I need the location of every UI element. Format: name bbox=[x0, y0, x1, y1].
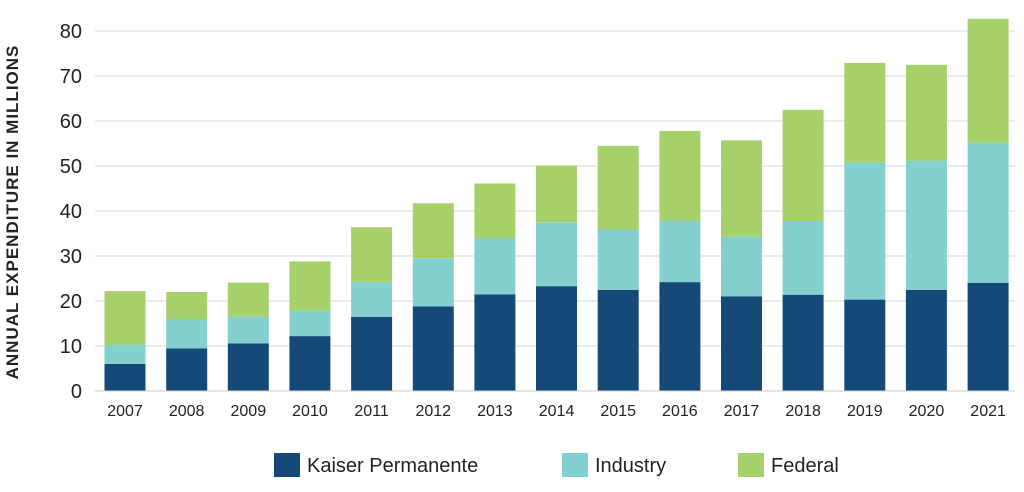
x-tick-label: 2018 bbox=[785, 403, 821, 420]
bar-segment-industry-2009 bbox=[227, 316, 269, 344]
bar-segment-kaiser-permanente-2012 bbox=[412, 306, 454, 391]
bar-segment-kaiser-permanente-2017 bbox=[721, 296, 762, 391]
bar-segment-industry-2008 bbox=[166, 319, 208, 349]
y-tick-label: 70 bbox=[60, 66, 82, 88]
bar-segment-industry-2017 bbox=[721, 236, 762, 297]
legend-swatch bbox=[738, 453, 764, 477]
x-tick-label: 2014 bbox=[539, 403, 575, 420]
x-tick-label: 2008 bbox=[169, 403, 205, 420]
bar-segment-industry-2007 bbox=[104, 344, 146, 364]
y-tick-label: 80 bbox=[60, 21, 82, 43]
y-tick-label: 60 bbox=[60, 111, 82, 133]
y-tick-label: 50 bbox=[60, 156, 82, 178]
bar-segment-federal-2009 bbox=[227, 282, 269, 317]
x-tick-label: 2021 bbox=[970, 403, 1006, 420]
x-tick-label: 2020 bbox=[909, 403, 945, 420]
bar-segment-kaiser-permanente-2019 bbox=[844, 299, 886, 391]
bar-segment-kaiser-permanente-2016 bbox=[659, 282, 701, 391]
bar-segment-industry-2011 bbox=[351, 282, 393, 317]
x-tick-label: 2007 bbox=[107, 403, 143, 420]
bar-segment-kaiser-permanente-2008 bbox=[166, 348, 208, 392]
bar-segment-industry-2020 bbox=[905, 160, 947, 290]
bar-segment-federal-2007 bbox=[104, 291, 146, 345]
bar-segment-industry-2014 bbox=[536, 222, 577, 287]
y-tick-label: 10 bbox=[60, 336, 82, 358]
x-axis-ticks: 2007 2008 2009 2010 2011 2012 2013 2014 2015 2016… bbox=[107, 403, 1006, 420]
bar-segment-kaiser-permanente-2013 bbox=[474, 294, 516, 392]
x-tick-label: 2013 bbox=[477, 403, 513, 420]
x-tick-label: 2011 bbox=[354, 403, 389, 420]
bar-segment-kaiser-permanente-2007 bbox=[104, 364, 146, 391]
y-axis-ticks: 0 10 20 30 40 50 60 70 80 bbox=[60, 21, 82, 403]
bar-segment-kaiser-permanente-2014 bbox=[536, 286, 577, 391]
legend: Kaiser Permanente Industry Federal bbox=[274, 453, 839, 477]
x-tick-label: 2019 bbox=[847, 403, 883, 420]
bar-segment-kaiser-permanente-2009 bbox=[227, 343, 269, 391]
bar-segment-kaiser-permanente-2021 bbox=[967, 283, 1009, 391]
bar-segment-federal-2019 bbox=[844, 62, 886, 163]
bar-segment-federal-2018 bbox=[782, 109, 824, 221]
bar-segment-industry-2016 bbox=[659, 220, 701, 283]
bar-segment-federal-2012 bbox=[412, 203, 454, 259]
bar-segment-kaiser-permanente-2015 bbox=[597, 289, 639, 392]
bar-segment-federal-2014 bbox=[536, 165, 577, 223]
legend-item-industry: Industry bbox=[562, 453, 666, 477]
x-tick-label: 2012 bbox=[415, 403, 451, 420]
bar-segment-industry-2015 bbox=[597, 229, 639, 290]
bar-segment-kaiser-permanente-2010 bbox=[289, 336, 331, 391]
bar-segment-kaiser-permanente-2011 bbox=[351, 316, 393, 392]
bar-segment-industry-2021 bbox=[967, 142, 1009, 283]
bar-segment-federal-2015 bbox=[597, 145, 639, 230]
bar-segment-industry-2018 bbox=[782, 220, 824, 295]
bar-segment-federal-2013 bbox=[474, 183, 516, 238]
bar-segment-kaiser-permanente-2018 bbox=[782, 294, 824, 391]
y-tick-label: 0 bbox=[71, 381, 82, 403]
y-tick-label: 20 bbox=[60, 291, 82, 313]
x-tick-label: 2016 bbox=[662, 403, 698, 420]
bar-segment-federal-2010 bbox=[289, 261, 331, 311]
bar-segment-industry-2019 bbox=[844, 162, 886, 300]
bar-segment-industry-2010 bbox=[289, 310, 331, 337]
bar-segment-federal-2017 bbox=[721, 140, 762, 237]
bar-segment-industry-2012 bbox=[412, 258, 454, 307]
legend-label: Federal bbox=[771, 455, 839, 477]
x-tick-label: 2015 bbox=[600, 403, 636, 420]
bars bbox=[104, 18, 1009, 392]
y-tick-label: 30 bbox=[60, 246, 82, 268]
x-tick-label: 2010 bbox=[292, 403, 328, 420]
bar-segment-federal-2020 bbox=[905, 64, 947, 161]
legend-item-federal: Federal bbox=[738, 453, 839, 477]
legend-item-kaiser-permanente: Kaiser Permanente bbox=[274, 453, 478, 477]
legend-swatch bbox=[274, 453, 300, 477]
bar-segment-kaiser-permanente-2020 bbox=[905, 289, 947, 392]
bar-segment-federal-2021 bbox=[967, 18, 1009, 143]
legend-label: Industry bbox=[595, 455, 666, 477]
bar-segment-industry-2013 bbox=[474, 238, 516, 295]
bar-segment-federal-2016 bbox=[659, 130, 701, 221]
legend-swatch bbox=[562, 453, 588, 477]
y-tick-label: 40 bbox=[60, 201, 82, 223]
x-tick-label: 2017 bbox=[724, 403, 760, 420]
bar-segment-federal-2011 bbox=[351, 227, 393, 283]
legend-label: Kaiser Permanente bbox=[307, 455, 478, 477]
x-tick-label: 2009 bbox=[231, 403, 267, 420]
y-axis-title: ANNUAL EXPENDITURE IN MILLIONS bbox=[3, 45, 22, 380]
bar-segment-federal-2008 bbox=[166, 292, 208, 319]
